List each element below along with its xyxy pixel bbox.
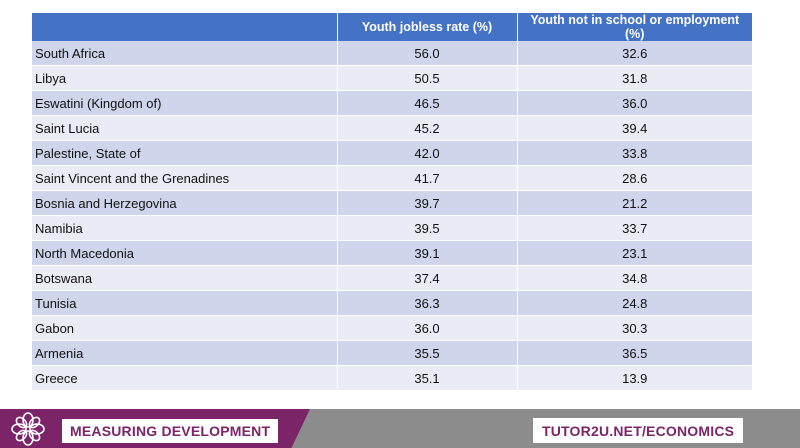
footer-website-label: TUTOR2U.NET/ECONOMICS (533, 418, 744, 443)
country-cell: South Africa (32, 41, 338, 66)
youth-jobless-rate-cell: 41.7 (337, 165, 518, 191)
table-row: Saint Vincent and the Grenadines 41.7 28.6 (32, 165, 752, 191)
table-body: South Africa 56.0 32.6 Libya 50.5 31.8 Eswatin… (32, 41, 752, 391)
header-country (32, 13, 338, 41)
youth-jobless-rate-cell: 35.1 (337, 365, 518, 391)
youth-neet-cell: 36.5 (517, 340, 752, 366)
youth-neet-cell: 13.9 (517, 365, 752, 391)
table-row: Eswatini (Kingdom of) 46.5 36.0 (32, 90, 752, 116)
table-row: Palestine, State of 42.0 33.8 (32, 140, 752, 166)
flower-logo-icon (11, 412, 45, 446)
youth-jobless-rate-cell: 50.5 (337, 65, 518, 91)
country-cell: Greece (32, 365, 338, 391)
youth-jobless-rate-cell: 42.0 (337, 140, 518, 166)
country-cell: Armenia (32, 340, 338, 366)
youth-neet-cell: 23.1 (517, 240, 752, 266)
country-cell: Namibia (32, 215, 338, 241)
table-row: Namibia 39.5 33.7 (32, 215, 752, 241)
youth-jobless-rate-cell: 39.7 (337, 190, 518, 216)
youth-neet-cell: 28.6 (517, 165, 752, 191)
youth-neet-cell: 31.8 (517, 65, 752, 91)
table-row: South Africa 56.0 32.6 (32, 41, 752, 66)
table-row: Libya 50.5 31.8 (32, 65, 752, 91)
youth-jobless-rate-cell: 35.5 (337, 340, 518, 366)
youth-jobless-rate-cell: 45.2 (337, 115, 518, 141)
country-cell: Botswana (32, 265, 338, 291)
table-row: Bosnia and Herzegovina 39.7 21.2 (32, 190, 752, 216)
youth-neet-cell: 39.4 (517, 115, 752, 141)
youth-neet-cell: 24.8 (517, 290, 752, 316)
country-cell: Saint Lucia (32, 115, 338, 141)
header-youth-jobless-rate: Youth jobless rate (%) (337, 13, 518, 41)
footer-topic-label: MEASURING DEVELOPMENT (62, 419, 279, 443)
youth-jobless-rate-cell: 56.0 (337, 41, 518, 66)
table-row: Gabon 36.0 30.3 (32, 315, 752, 341)
table-row: North Macedonia 39.1 23.1 (32, 240, 752, 266)
youth-jobless-rate-cell: 36.3 (337, 290, 518, 316)
table-row: Botswana 37.4 34.8 (32, 265, 752, 291)
data-table: Youth jobless rate (%) Youth not in scho… (32, 13, 752, 391)
country-cell: Gabon (32, 315, 338, 341)
youth-jobless-rate-cell: 39.1 (337, 240, 518, 266)
youth-jobless-rate-cell: 36.0 (337, 315, 518, 341)
youth-jobless-rate-cell: 37.4 (337, 265, 518, 291)
country-cell: North Macedonia (32, 240, 338, 266)
country-cell: Libya (32, 65, 338, 91)
table-row: Greece 35.1 13.9 (32, 365, 752, 391)
table-header-row: Youth jobless rate (%) Youth not in scho… (32, 13, 752, 41)
country-cell: Saint Vincent and the Grenadines (32, 165, 338, 191)
youth-neet-cell: 32.6 (517, 41, 752, 66)
youth-jobless-rate-cell: 39.5 (337, 215, 518, 241)
country-cell: Bosnia and Herzegovina (32, 190, 338, 216)
header-youth-not-in-school-or-employment: Youth not in school or employment (%) (517, 13, 752, 41)
youth-neet-cell: 30.3 (517, 315, 752, 341)
youth-neet-cell: 33.8 (517, 140, 752, 166)
country-cell: Palestine, State of (32, 140, 338, 166)
youth-neet-cell: 33.7 (517, 215, 752, 241)
youth-neet-cell: 34.8 (517, 265, 752, 291)
youth-neet-cell: 21.2 (517, 190, 752, 216)
country-cell: Tunisia (32, 290, 338, 316)
footer: MEASURING DEVELOPMENT TUTOR2U.NET/ECONOM… (0, 409, 800, 448)
youth-jobless-rate-cell: 46.5 (337, 90, 518, 116)
country-cell: Eswatini (Kingdom of) (32, 90, 338, 116)
table-row: Armenia 35.5 36.5 (32, 340, 752, 366)
table-row: Saint Lucia 45.2 39.4 (32, 115, 752, 141)
youth-neet-cell: 36.0 (517, 90, 752, 116)
table-row: Tunisia 36.3 24.8 (32, 290, 752, 316)
